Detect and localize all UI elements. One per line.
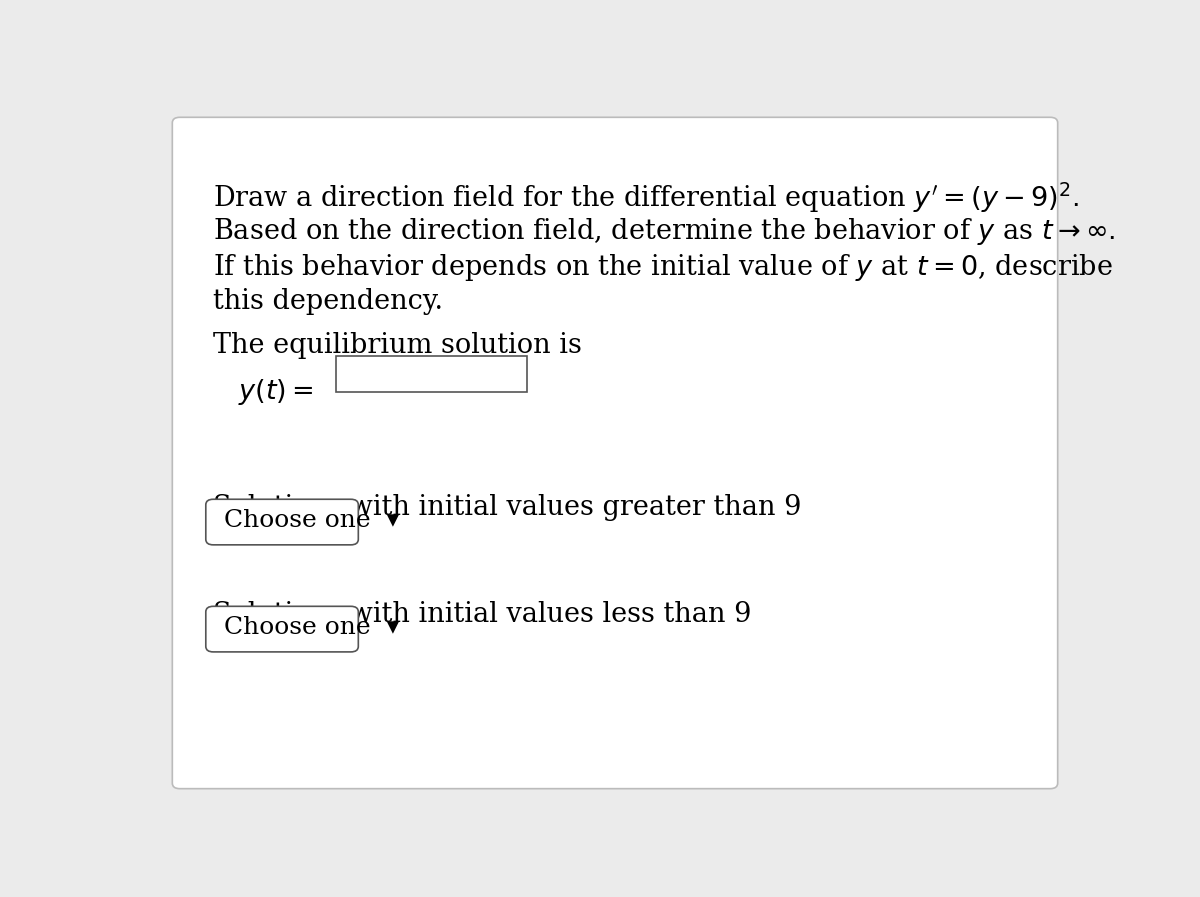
Text: Solutions with initial values less than 9: Solutions with initial values less than …	[214, 602, 751, 629]
FancyBboxPatch shape	[206, 606, 359, 652]
FancyBboxPatch shape	[206, 500, 359, 544]
Text: Draw a direction field for the differential equation $y' = (y-9)^2.$: Draw a direction field for the different…	[214, 180, 1079, 214]
Text: this dependency.: this dependency.	[214, 288, 443, 315]
FancyBboxPatch shape	[336, 356, 527, 392]
Text: Based on the direction field, determine the behavior of $y$ as $t \to \infty.$: Based on the direction field, determine …	[214, 216, 1116, 247]
Text: Choose one  ▾: Choose one ▾	[224, 509, 400, 532]
Text: $y(t) =$: $y(t) =$	[239, 377, 314, 407]
Text: The equilibrium solution is: The equilibrium solution is	[214, 332, 582, 359]
Text: If this behavior depends on the initial value of $y$ at $t = 0$, describe: If this behavior depends on the initial …	[214, 252, 1112, 283]
FancyBboxPatch shape	[173, 118, 1057, 788]
Text: Choose one  ▾: Choose one ▾	[224, 616, 400, 639]
Text: Solutions with initial values greater than 9: Solutions with initial values greater th…	[214, 494, 802, 521]
